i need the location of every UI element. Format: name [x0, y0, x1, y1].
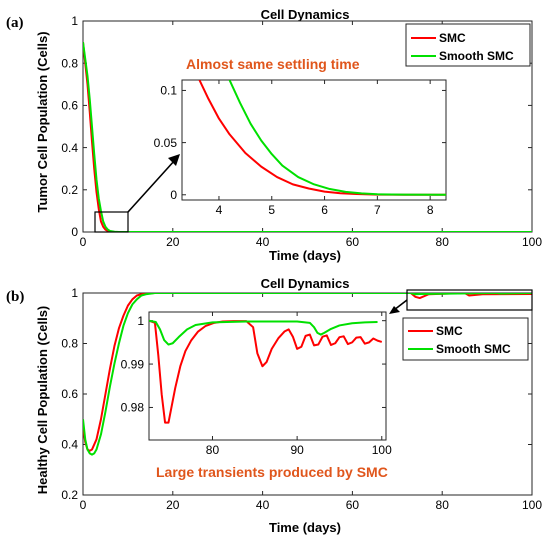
panel-b-inset-series [149, 319, 383, 424]
legend-a-label-smc: SMC [439, 31, 466, 45]
panel-b-inset-xtick-label: 90 [290, 443, 304, 457]
panel-a-inset-axes: 4 5 6 7 8 0 0.05 0.1 [154, 80, 446, 217]
panel-a-zoom-box [94, 211, 129, 233]
panel-b-inset-line-smc [149, 319, 383, 424]
panel-a-line-smc [83, 41, 532, 232]
panel-a-ytick-label: 0.4 [61, 141, 78, 155]
panel-a-inset-xtick-label: 4 [216, 203, 223, 217]
panel-b-legend: SMC Smooth SMC [402, 317, 529, 361]
panel-a-xtick-label: 40 [256, 235, 270, 249]
panel-b-xtick-label: 80 [436, 498, 450, 512]
legend-b-label-smooth: Smooth SMC [436, 342, 511, 356]
panel-b-inset-xtick-label: 100 [372, 443, 392, 457]
panel-b-xtick-label: 0 [80, 498, 87, 512]
panel-a-inset-xtick-label: 8 [427, 203, 434, 217]
panel-b-line-smc [83, 293, 532, 452]
panel-b-xlabel: Time (days) [269, 520, 341, 535]
panel-a-inset-ytick-label: 0.05 [154, 136, 178, 150]
panel-b-tag: (b) [6, 289, 24, 305]
legend-a-label-smooth: Smooth SMC [439, 49, 514, 63]
panel-a-inset-xtick-label: 5 [268, 203, 275, 217]
panel-a-ytick-label: 0.6 [61, 99, 78, 113]
panel-a-inset-ytick-label: 0 [170, 188, 177, 202]
panel-a-xtick-label: 20 [166, 235, 180, 249]
panel-b-inset-axes: 80 90 100 0.98 0.99 1 [121, 312, 392, 457]
panel-b-ylabel: Healthy Cell Population (Cells) [35, 306, 50, 495]
panel-b-ytick-label: 1 [71, 286, 78, 300]
panel-a-annotation: Almost same settling time [186, 56, 360, 72]
panel-b-inset [148, 311, 387, 441]
panel-a-legend: SMC Smooth SMC [405, 23, 531, 67]
panel-a-inset-series [198, 80, 446, 196]
panel-b-xtick-label: 60 [346, 498, 360, 512]
panel-b-ytick-label: 0.4 [61, 438, 78, 452]
panel-b-inset-line-smooth-smc [149, 319, 378, 346]
panel-b-inset-ytick-label: 1 [137, 314, 144, 328]
panel-b-series [83, 293, 532, 456]
panel-b: (b) Cell Dynamics 0 20 40 60 80 1000.20.40.60… [6, 276, 542, 535]
panel-b-inset-ytick-label: 0.98 [121, 401, 145, 415]
panel-a-arrowhead [168, 154, 180, 166]
legend-b-label-smc: SMC [436, 324, 463, 338]
panel-b-arrowhead [389, 306, 400, 314]
panel-a-inset-xtick-label: 7 [374, 203, 381, 217]
panel-a-inset-line-smooth-smc [228, 80, 446, 196]
panel-b-xtick-label: 40 [256, 498, 270, 512]
panel-a-xtick-label: 60 [346, 235, 360, 249]
panel-a-inset-xtick-label: 6 [321, 203, 328, 217]
panel-a-ylabel: Tumor Cell Population (Cells) [35, 31, 50, 212]
panel-b-inset-xtick-label: 80 [206, 443, 220, 457]
panel-b-ytick-label: 0.8 [61, 337, 78, 351]
panel-a-line-smooth-smc [83, 41, 532, 232]
panel-a-tag: (a) [6, 15, 24, 31]
panel-a-title: Cell Dynamics [261, 7, 350, 22]
panel-a-inset [181, 79, 447, 201]
panel-a-inset-ytick-label: 0.1 [160, 84, 177, 98]
panel-a-xtick-label: 0 [80, 235, 87, 249]
panel-b-title: Cell Dynamics [261, 276, 350, 291]
panel-a-xtick-label: 100 [522, 235, 542, 249]
panel-b-axes: 0 20 40 60 80 100 0.2 0.4 0.6 0.8 1 [61, 286, 542, 512]
panel-b-xtick-label: 20 [166, 498, 180, 512]
panel-b-xtick-label: 100 [522, 498, 542, 512]
panel-a-xtick-label: 80 [436, 235, 450, 249]
panel-a-series [83, 41, 532, 232]
panel-a-xlabel: Time (days) [269, 248, 341, 263]
panel-a: (a) Cell Dynamics 0 20 40 60 80 10000.20.40.6… [6, 7, 542, 263]
panel-a-ytick-label: 0.8 [61, 56, 78, 70]
panel-a-zoom-arrow [127, 159, 176, 213]
panel-b-inset-ytick-label: 0.99 [121, 357, 145, 371]
panel-a-ytick-label: 0.2 [61, 183, 78, 197]
panel-a-ytick-label: 1 [71, 14, 78, 28]
panel-a-ytick-label: 0 [71, 225, 78, 239]
panel-b-ytick-label: 0.6 [61, 387, 78, 401]
panel-b-line-smooth-smc [83, 293, 532, 456]
panel-b-ytick-label: 0.2 [61, 488, 78, 502]
panel-b-annotation: Large transients produced by SMC [156, 464, 388, 480]
